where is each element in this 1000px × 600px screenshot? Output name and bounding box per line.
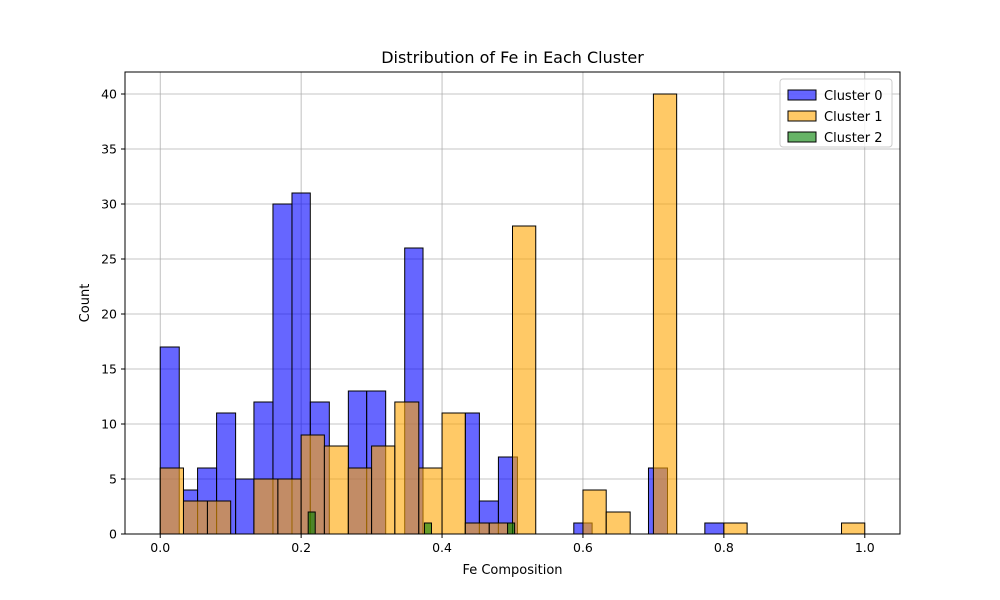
histogram-bar bbox=[323, 445, 349, 535]
y-tick-label: 30 bbox=[101, 197, 117, 212]
legend-swatch bbox=[787, 110, 817, 122]
histogram-bar bbox=[652, 93, 678, 535]
histogram-bar bbox=[206, 500, 232, 535]
axis-ticks: 0.0 0.2 0.4 0.6 0.8 1.0 0 5 10 15 20 25 30 35 40 bbox=[101, 87, 875, 556]
legend-label: Cluster 2 bbox=[824, 131, 883, 146]
x-tick-label: 0.8 bbox=[714, 540, 734, 555]
histogram-bars bbox=[159, 93, 866, 535]
y-tick-label: 5 bbox=[109, 472, 117, 487]
histogram-bar bbox=[582, 489, 607, 535]
histogram-bar bbox=[347, 467, 373, 535]
x-tick-label: 0.4 bbox=[432, 540, 452, 555]
x-tick-label: 0.0 bbox=[150, 540, 170, 555]
y-tick-label: 40 bbox=[101, 87, 117, 102]
legend: Cluster 0 Cluster 1 Cluster 2 bbox=[779, 78, 893, 148]
histogram-bar bbox=[371, 445, 396, 535]
histogram-bar bbox=[235, 478, 255, 535]
y-tick-label: 15 bbox=[101, 362, 117, 377]
chart-title: Distribution of Fe in Each Cluster bbox=[381, 48, 644, 67]
plot-frame bbox=[124, 71, 901, 535]
histogram-bar bbox=[512, 225, 537, 535]
histogram-bar bbox=[182, 500, 208, 535]
y-tick-label: 20 bbox=[101, 307, 117, 322]
histogram-bar bbox=[507, 522, 516, 535]
histogram-bar bbox=[441, 412, 466, 535]
histogram-bar bbox=[277, 478, 302, 535]
legend-swatch bbox=[787, 131, 817, 143]
y-tick-label: 35 bbox=[101, 142, 117, 157]
histogram-bar bbox=[464, 412, 480, 535]
x-tick-label: 1.0 bbox=[855, 540, 875, 555]
y-tick-label: 0 bbox=[109, 527, 117, 542]
legend-label: Cluster 0 bbox=[824, 89, 883, 104]
legend-swatch bbox=[787, 89, 817, 101]
series-1-bars bbox=[159, 93, 866, 535]
x-tick-label: 0.6 bbox=[573, 540, 593, 555]
x-tick-label: 0.2 bbox=[291, 540, 311, 555]
histogram-bar bbox=[841, 522, 866, 535]
histogram-bar bbox=[423, 522, 432, 535]
histogram-bar bbox=[723, 522, 748, 535]
histogram-bar bbox=[253, 478, 279, 535]
y-tick-label: 10 bbox=[101, 417, 117, 432]
histogram-bar bbox=[704, 522, 725, 535]
legend-label: Cluster 1 bbox=[824, 110, 883, 125]
histogram-bar bbox=[464, 522, 490, 535]
histogram-bar bbox=[307, 511, 316, 535]
y-tick-label: 25 bbox=[101, 252, 117, 267]
histogram-bar bbox=[159, 467, 184, 535]
histogram-bar bbox=[394, 401, 420, 535]
histogram-bar bbox=[605, 511, 631, 535]
x-axis-label: Fe Composition bbox=[462, 563, 562, 578]
y-axis-label: Count bbox=[78, 284, 93, 323]
